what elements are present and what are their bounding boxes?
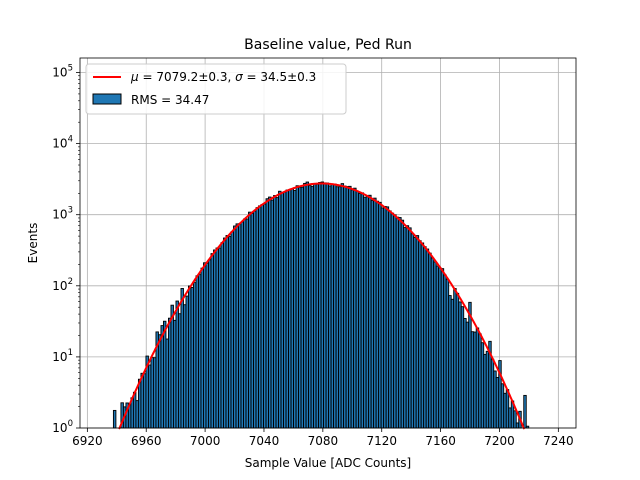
y-tick-label: 105 [52, 64, 73, 80]
gaussian-fit-curve [118, 182, 526, 430]
chart-title: Baseline value, Ped Run [244, 37, 412, 53]
y-tick-label: 103 [52, 206, 73, 222]
y-axis-label: Events [26, 223, 40, 264]
y-tick-label: 102 [52, 277, 73, 293]
y-tick-label: 104 [52, 135, 73, 151]
legend: μ = 7079.2±0.3, σ = 34.5±0.3 RMS = 34.47 [85, 63, 347, 115]
x-tick-label: 7120 [366, 434, 397, 448]
x-tick-label: 6960 [131, 434, 162, 448]
y-axis-minor-ticks [78, 75, 80, 407]
legend-histogram-text: RMS = 34.47 [131, 93, 209, 107]
legend-sigma-value: = 34.5±0.3 [243, 70, 317, 84]
x-tick-label: 7040 [249, 434, 280, 448]
legend-mu-value: = 7079.2±0.3, [139, 70, 235, 84]
x-tick-label: 7000 [190, 434, 221, 448]
y-tick-label: 100 [52, 419, 73, 435]
legend-mu-symbol: μ [130, 70, 139, 84]
legend-box [85, 63, 347, 115]
x-tick-label: 7240 [543, 434, 574, 448]
y-tick-label: 101 [52, 348, 73, 364]
x-axis-ticks: 6920 6960 7000 7040 7080 7120 7160 7200 7240 [72, 428, 574, 448]
legend-sigma-symbol: σ [235, 70, 243, 84]
x-tick-label: 6920 [72, 434, 103, 448]
legend-fit-text: μ = 7079.2±0.3, σ = 34.5±0.3 [130, 70, 316, 84]
legend-histogram-swatch [92, 93, 122, 105]
x-axis-label: Sample Value [ADC Counts] [245, 456, 411, 470]
y-axis-ticks: 100 101 102 103 104 105 [52, 64, 80, 435]
x-tick-label: 7160 [425, 434, 456, 448]
x-tick-label: 7200 [484, 434, 515, 448]
histogram-bar [523, 394, 527, 429]
x-tick-label: 7080 [308, 434, 339, 448]
histogram-bar [112, 409, 117, 429]
